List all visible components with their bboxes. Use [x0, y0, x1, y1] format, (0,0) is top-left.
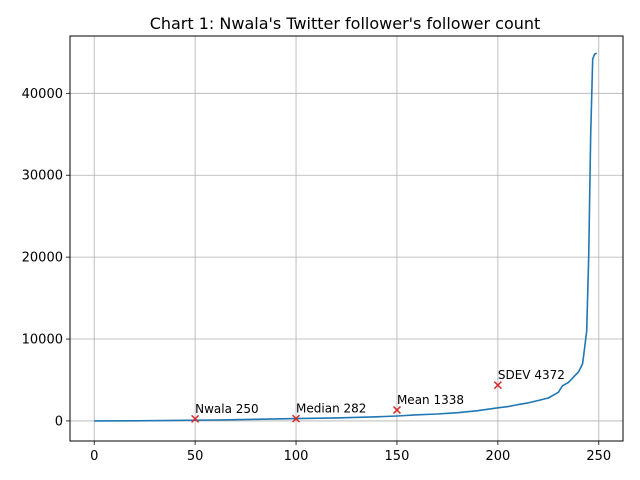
- y-axis: 0 10000 20000 30000 40000: [22, 87, 70, 429]
- x-tick-label: 250: [586, 449, 611, 464]
- y-tick-label: 0: [55, 414, 63, 429]
- marker-annotation: SDEV 4372: [498, 368, 565, 382]
- x-tick-label: 50: [187, 449, 204, 464]
- marker-stroke: [493, 381, 502, 390]
- marker-annotation: Mean 1338: [397, 393, 464, 407]
- data-marker: [392, 405, 401, 415]
- data-marker: [292, 414, 301, 423]
- marker-layer: Nwala 250 Median 282 Mean 1338 SDEV 4372: [191, 368, 565, 423]
- chart-title: Chart 1: Nwala's Twitter follower's foll…: [150, 14, 541, 33]
- y-tick-label: 10000: [22, 333, 63, 348]
- marker-annotation: Median 282: [296, 402, 366, 416]
- x-axis: 0 50 100 150 200 250: [90, 441, 611, 464]
- x-tick-label: 200: [485, 449, 510, 464]
- data-marker: [493, 381, 502, 390]
- marker-stroke: [292, 414, 301, 423]
- x-tick-label: 100: [284, 449, 309, 464]
- series-layer: [94, 52, 598, 422]
- y-tick-label: 40000: [22, 87, 63, 102]
- data-marker: [191, 414, 200, 423]
- y-tick-label: 30000: [22, 169, 63, 184]
- marker-annotation: Nwala 250: [195, 402, 259, 416]
- x-tick-label: 150: [385, 449, 410, 464]
- x-tick-label: 0: [90, 449, 98, 464]
- marker-stroke: [191, 414, 200, 423]
- marker-stroke: [392, 405, 401, 415]
- plot-frame: [69, 35, 624, 442]
- y-tick-label: 20000: [22, 251, 63, 266]
- series-line: [94, 52, 598, 422]
